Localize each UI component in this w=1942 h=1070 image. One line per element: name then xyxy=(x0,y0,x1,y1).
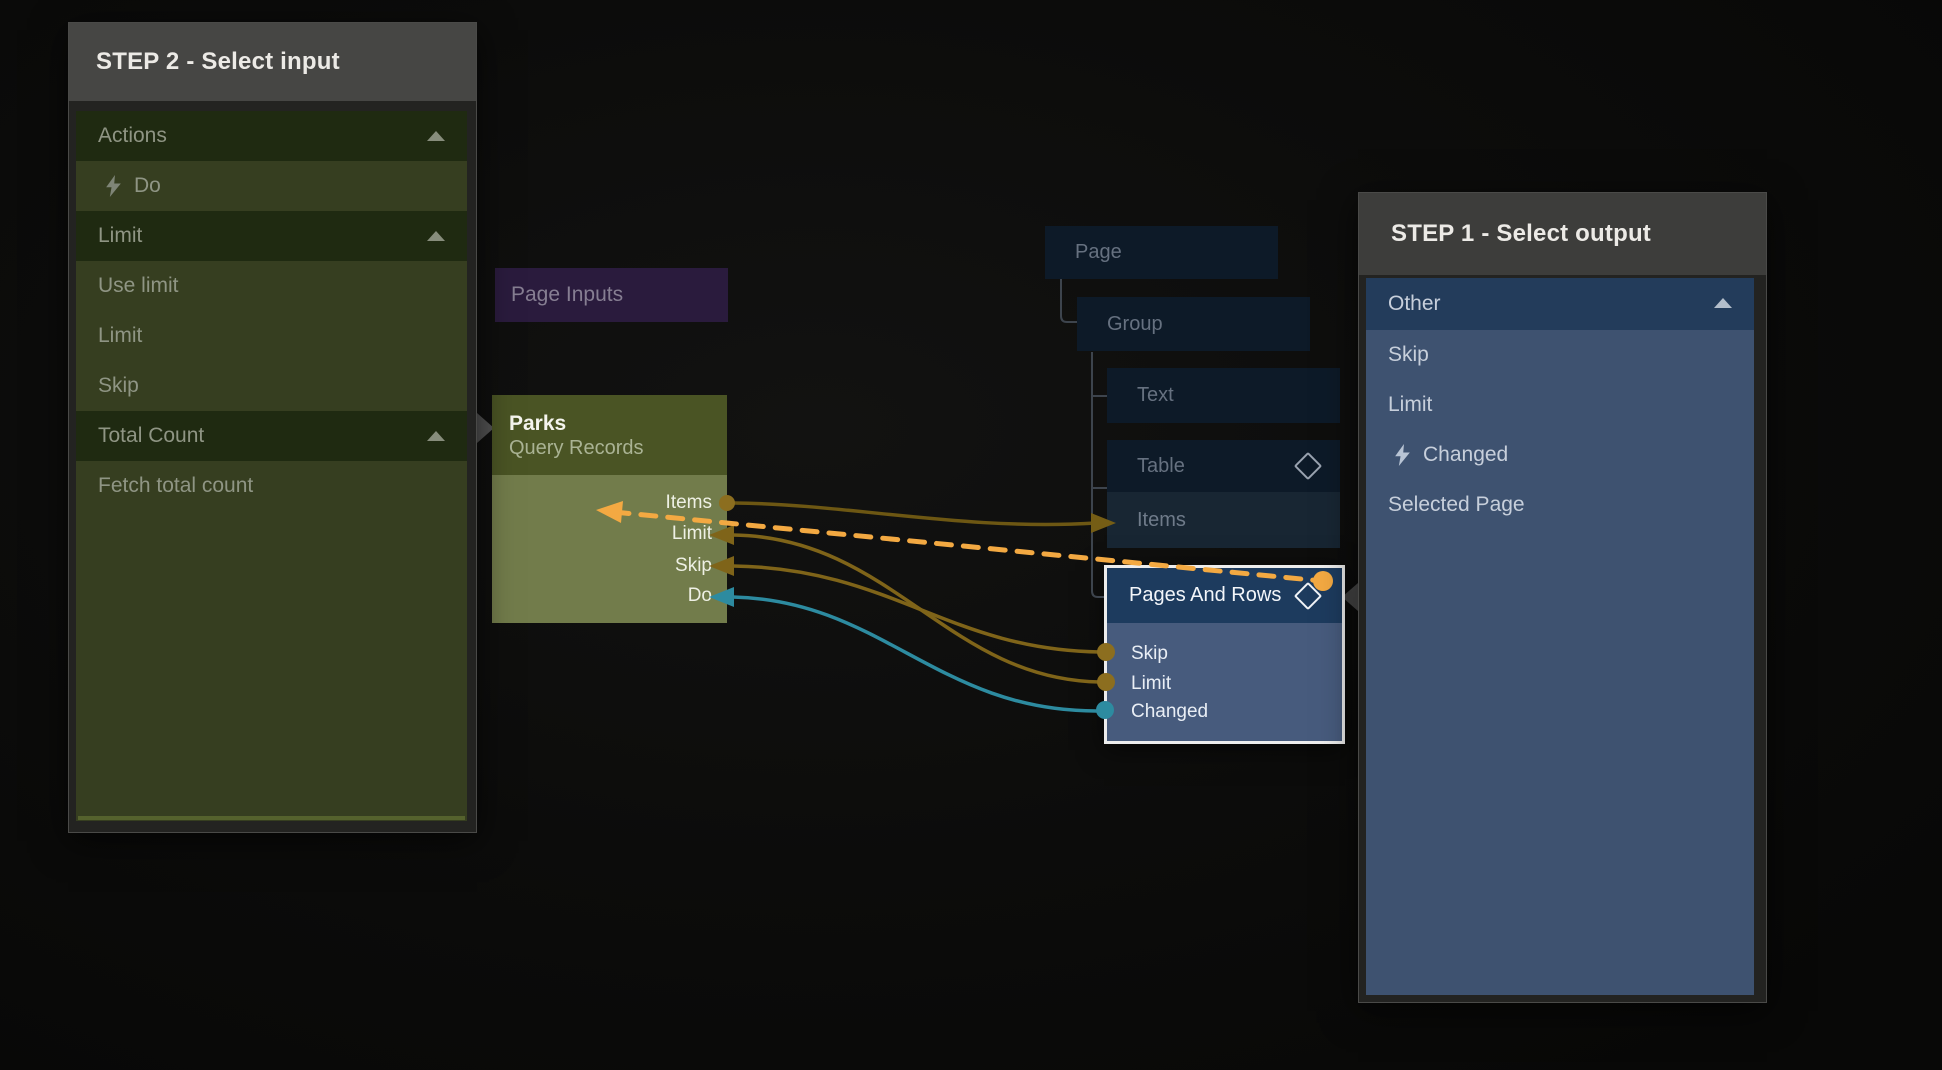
tree-node-table[interactable]: Table xyxy=(1107,440,1340,492)
tree-node-items-label: Items xyxy=(1137,508,1186,531)
step1-panel-list: Other Skip Limit Changed Selected Page xyxy=(1366,278,1754,995)
chevron-up-icon xyxy=(427,131,445,141)
item-label: Limit xyxy=(1388,393,1433,416)
diamond-icon xyxy=(1293,451,1323,481)
item-row-limit[interactable]: Limit xyxy=(1366,380,1754,430)
lightning-icon xyxy=(106,175,121,197)
chevron-up-icon xyxy=(427,231,445,241)
item-row-selected-page[interactable]: Selected Page xyxy=(1366,480,1754,530)
node-pages-and-rows-header: Pages And Rows xyxy=(1107,568,1342,623)
group-row-limit[interactable]: Limit xyxy=(76,211,467,261)
tree-node-text-label: Text xyxy=(1137,384,1174,406)
item-row-use-limit[interactable]: Use limit xyxy=(76,261,467,311)
panel-pointer-arrow-left xyxy=(477,413,494,443)
step2-panel-title: STEP 2 - Select input xyxy=(96,48,340,75)
tree-node-text[interactable]: Text xyxy=(1107,368,1340,423)
group-row-actions[interactable]: Actions xyxy=(76,111,467,161)
step1-panel-title: STEP 1 - Select output xyxy=(1391,220,1651,247)
chevron-up-icon xyxy=(427,431,445,441)
item-row-limit[interactable]: Limit xyxy=(76,311,467,361)
chevron-up-icon xyxy=(1714,298,1732,308)
group-label: Total Count xyxy=(98,424,205,447)
port-label-changed: Changed xyxy=(1131,701,1209,722)
node-pages-and-rows[interactable]: Pages And Rows Skip Limit Changed xyxy=(1104,565,1345,744)
node-pages-and-rows-title: Pages And Rows xyxy=(1129,584,1282,606)
group-label: Actions xyxy=(98,124,167,147)
node-parks-header: Parks Query Records xyxy=(492,395,727,475)
item-label: Changed xyxy=(1423,443,1509,466)
tree-node-table-label: Table xyxy=(1137,454,1185,477)
item-label: Skip xyxy=(98,374,139,397)
diamond-icon xyxy=(1293,581,1323,610)
connection-items xyxy=(733,501,1097,527)
node-page-inputs-label: Page Inputs xyxy=(511,283,624,306)
node-parks-title: Parks xyxy=(509,412,567,435)
step1-panel-header: STEP 1 - Select output xyxy=(1359,193,1766,275)
horizontal-scrollbar[interactable] xyxy=(78,816,465,820)
item-row-do[interactable]: Do xyxy=(76,161,467,211)
tree-node-items[interactable]: Items xyxy=(1107,492,1340,548)
connection-changed-do xyxy=(732,595,1099,713)
item-label: Skip xyxy=(1388,343,1429,366)
step2-panel: STEP 2 - Select input Actions Do Limit U… xyxy=(68,22,477,833)
group-label: Other xyxy=(1388,292,1441,315)
group-row-total-count[interactable]: Total Count xyxy=(76,411,467,461)
item-label: Do xyxy=(134,174,161,197)
group-row-other[interactable]: Other xyxy=(1366,278,1754,330)
node-page-inputs[interactable]: Page Inputs xyxy=(495,268,728,322)
port-label-limit: Limit xyxy=(1131,673,1172,694)
step1-panel: STEP 1 - Select output Other Skip Limit … xyxy=(1358,192,1767,1003)
item-label: Limit xyxy=(98,324,143,347)
item-label: Use limit xyxy=(98,274,179,297)
tree-node-page-label: Page xyxy=(1075,241,1122,263)
port-label-limit: Limit xyxy=(671,523,712,544)
item-row-fetch-total-count[interactable]: Fetch total count xyxy=(76,461,467,511)
port-label-do: Do xyxy=(687,585,712,606)
lightning-icon xyxy=(1395,444,1410,466)
node-parks-query[interactable]: Parks Query Records Items Limit Skip Do xyxy=(492,395,727,623)
port-label-items: Items xyxy=(665,492,712,513)
item-label: Fetch total count xyxy=(98,474,254,497)
item-row-skip[interactable]: Skip xyxy=(76,361,467,411)
panel-pointer-arrow-right xyxy=(1342,583,1358,611)
connection-skip xyxy=(732,564,1101,654)
tree-node-page[interactable]: Page xyxy=(1045,226,1278,279)
tree-node-group-label: Group xyxy=(1107,312,1163,335)
step2-panel-header: STEP 2 - Select input xyxy=(69,23,476,101)
group-label: Limit xyxy=(98,224,143,247)
port-label-skip: Skip xyxy=(675,555,712,576)
tree-node-group[interactable]: Group xyxy=(1077,297,1310,351)
step2-panel-list: Actions Do Limit Use limit Limit Skip xyxy=(76,111,467,821)
connection-limit xyxy=(732,533,1101,684)
port-label-skip: Skip xyxy=(1131,643,1168,664)
node-parks-subtitle: Query Records xyxy=(509,437,644,459)
item-label: Selected Page xyxy=(1388,493,1525,516)
item-row-skip[interactable]: Skip xyxy=(1366,330,1754,380)
item-row-changed[interactable]: Changed xyxy=(1366,430,1754,480)
